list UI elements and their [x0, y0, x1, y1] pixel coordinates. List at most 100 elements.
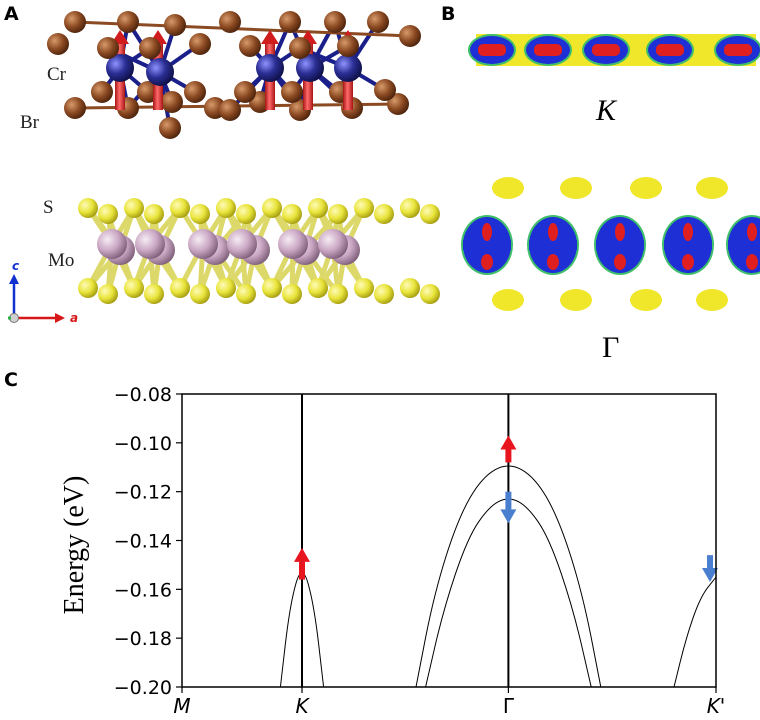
- spin-arrow-head: [702, 568, 718, 583]
- br-atom: [64, 97, 86, 119]
- panel-b-letter: B: [441, 3, 455, 25]
- mo-atom: [135, 229, 165, 259]
- x-tick-label: K: [295, 694, 310, 718]
- s-atom: [190, 204, 210, 224]
- cr-atom: [334, 54, 362, 82]
- br-atom: [239, 35, 261, 57]
- cr-atom: [106, 54, 134, 82]
- s-atom: [216, 278, 236, 298]
- s-atom: [190, 284, 210, 304]
- y-tick-label: −0.18: [114, 628, 172, 650]
- s-atom: [236, 284, 256, 304]
- y-tick-label: −0.10: [114, 433, 172, 455]
- mo-atom: [188, 229, 218, 259]
- k-density-core: [478, 44, 506, 56]
- gamma-density-arms: [664, 240, 712, 250]
- x-tick-label: K': [707, 694, 726, 718]
- s-atom: [144, 204, 164, 224]
- br-atom: [161, 91, 183, 113]
- br-atom: [374, 79, 396, 101]
- mo-atom: [318, 229, 348, 259]
- mo-atom-label: Mo: [48, 250, 74, 271]
- gamma-density-arms: [596, 240, 644, 250]
- cr-atom: [256, 54, 284, 82]
- y-axis-label: Energy (eV): [59, 476, 90, 615]
- y-tick-label: −0.14: [114, 531, 172, 553]
- s-atom: [400, 198, 420, 218]
- crystal-axes: c a: [8, 259, 78, 325]
- s-atom: [308, 198, 328, 218]
- gamma-density-core: [614, 254, 626, 270]
- mo-atom: [227, 229, 257, 259]
- s-atom: [78, 198, 98, 218]
- mo-atom: [278, 229, 308, 259]
- x-tick-label: Γ: [503, 694, 515, 718]
- spin-arrow-head: [500, 509, 517, 524]
- panel-a-letter: A: [4, 3, 19, 25]
- y-tick-label: −0.20: [114, 677, 172, 699]
- br-atom: [47, 33, 69, 55]
- s-atom: [354, 278, 374, 298]
- gamma-density-core: [683, 223, 693, 241]
- s-atom: [354, 198, 374, 218]
- s-atom: [236, 204, 256, 224]
- br-atom: [139, 37, 161, 59]
- s-atom: [98, 284, 118, 304]
- s-atom: [262, 198, 282, 218]
- k-density-core: [724, 44, 752, 56]
- crbr3-layer: [47, 11, 421, 139]
- cr-atom-label: Cr: [47, 64, 67, 85]
- k-point-label: K: [595, 94, 618, 127]
- s-density-blob: [630, 177, 662, 199]
- gamma-point-label: Γ: [602, 331, 619, 364]
- br-atom: [159, 117, 181, 139]
- band-structure-plot: −0.08 −0.10 −0.12 −0.14 −0.16 −0.18 −0.20M K Γ K': [114, 384, 726, 718]
- br-atom: [337, 35, 359, 57]
- s-atom: [144, 284, 164, 304]
- br-atom: [91, 81, 113, 103]
- s-atom: [170, 278, 190, 298]
- gamma-density-core: [746, 254, 758, 270]
- s-density-blob: [492, 289, 524, 311]
- br-atom: [97, 37, 119, 59]
- br-atom: [184, 81, 206, 103]
- s-atom: [78, 278, 98, 298]
- gamma-density-core: [615, 223, 625, 241]
- s-density-blob: [696, 289, 728, 311]
- br-atom: [164, 14, 186, 36]
- br-atom: [387, 93, 409, 115]
- s-density-blob: [630, 289, 662, 311]
- charge-density-k: [468, 34, 760, 66]
- s-density-blob: [492, 177, 524, 199]
- x-tick-label: M: [173, 694, 190, 718]
- gamma-density-arms: [728, 240, 760, 250]
- gamma-density-core: [682, 254, 694, 270]
- bands: [279, 465, 716, 687]
- s-atom: [282, 204, 302, 224]
- s-atom: [308, 278, 328, 298]
- plot-frame: [181, 393, 717, 688]
- br-atom: [189, 33, 211, 55]
- s-atom: [400, 278, 420, 298]
- br-atom: [367, 11, 389, 33]
- spin-arrow-head: [294, 547, 310, 562]
- s-atom: [124, 198, 144, 218]
- cr-spin-arrow-head: [261, 30, 279, 44]
- gamma-density-arms: [529, 240, 577, 250]
- s-atom: [124, 278, 144, 298]
- k-density-core: [656, 44, 684, 56]
- panel-a: A Cr Br S Mo c a: [4, 3, 440, 325]
- s-atom: [328, 284, 348, 304]
- br-atom: [117, 11, 139, 33]
- s-density-blob: [696, 177, 728, 199]
- br-atom: [219, 99, 241, 121]
- c-axis-arrowhead: [9, 274, 19, 284]
- gamma-density-core: [747, 223, 757, 241]
- gamma-density-arms: [463, 240, 511, 250]
- s-atom: [420, 284, 440, 304]
- y-tick-label: −0.08: [114, 384, 172, 406]
- br-atom: [279, 11, 301, 33]
- charge-density-gamma: [461, 177, 760, 311]
- s-density-blob: [560, 177, 592, 199]
